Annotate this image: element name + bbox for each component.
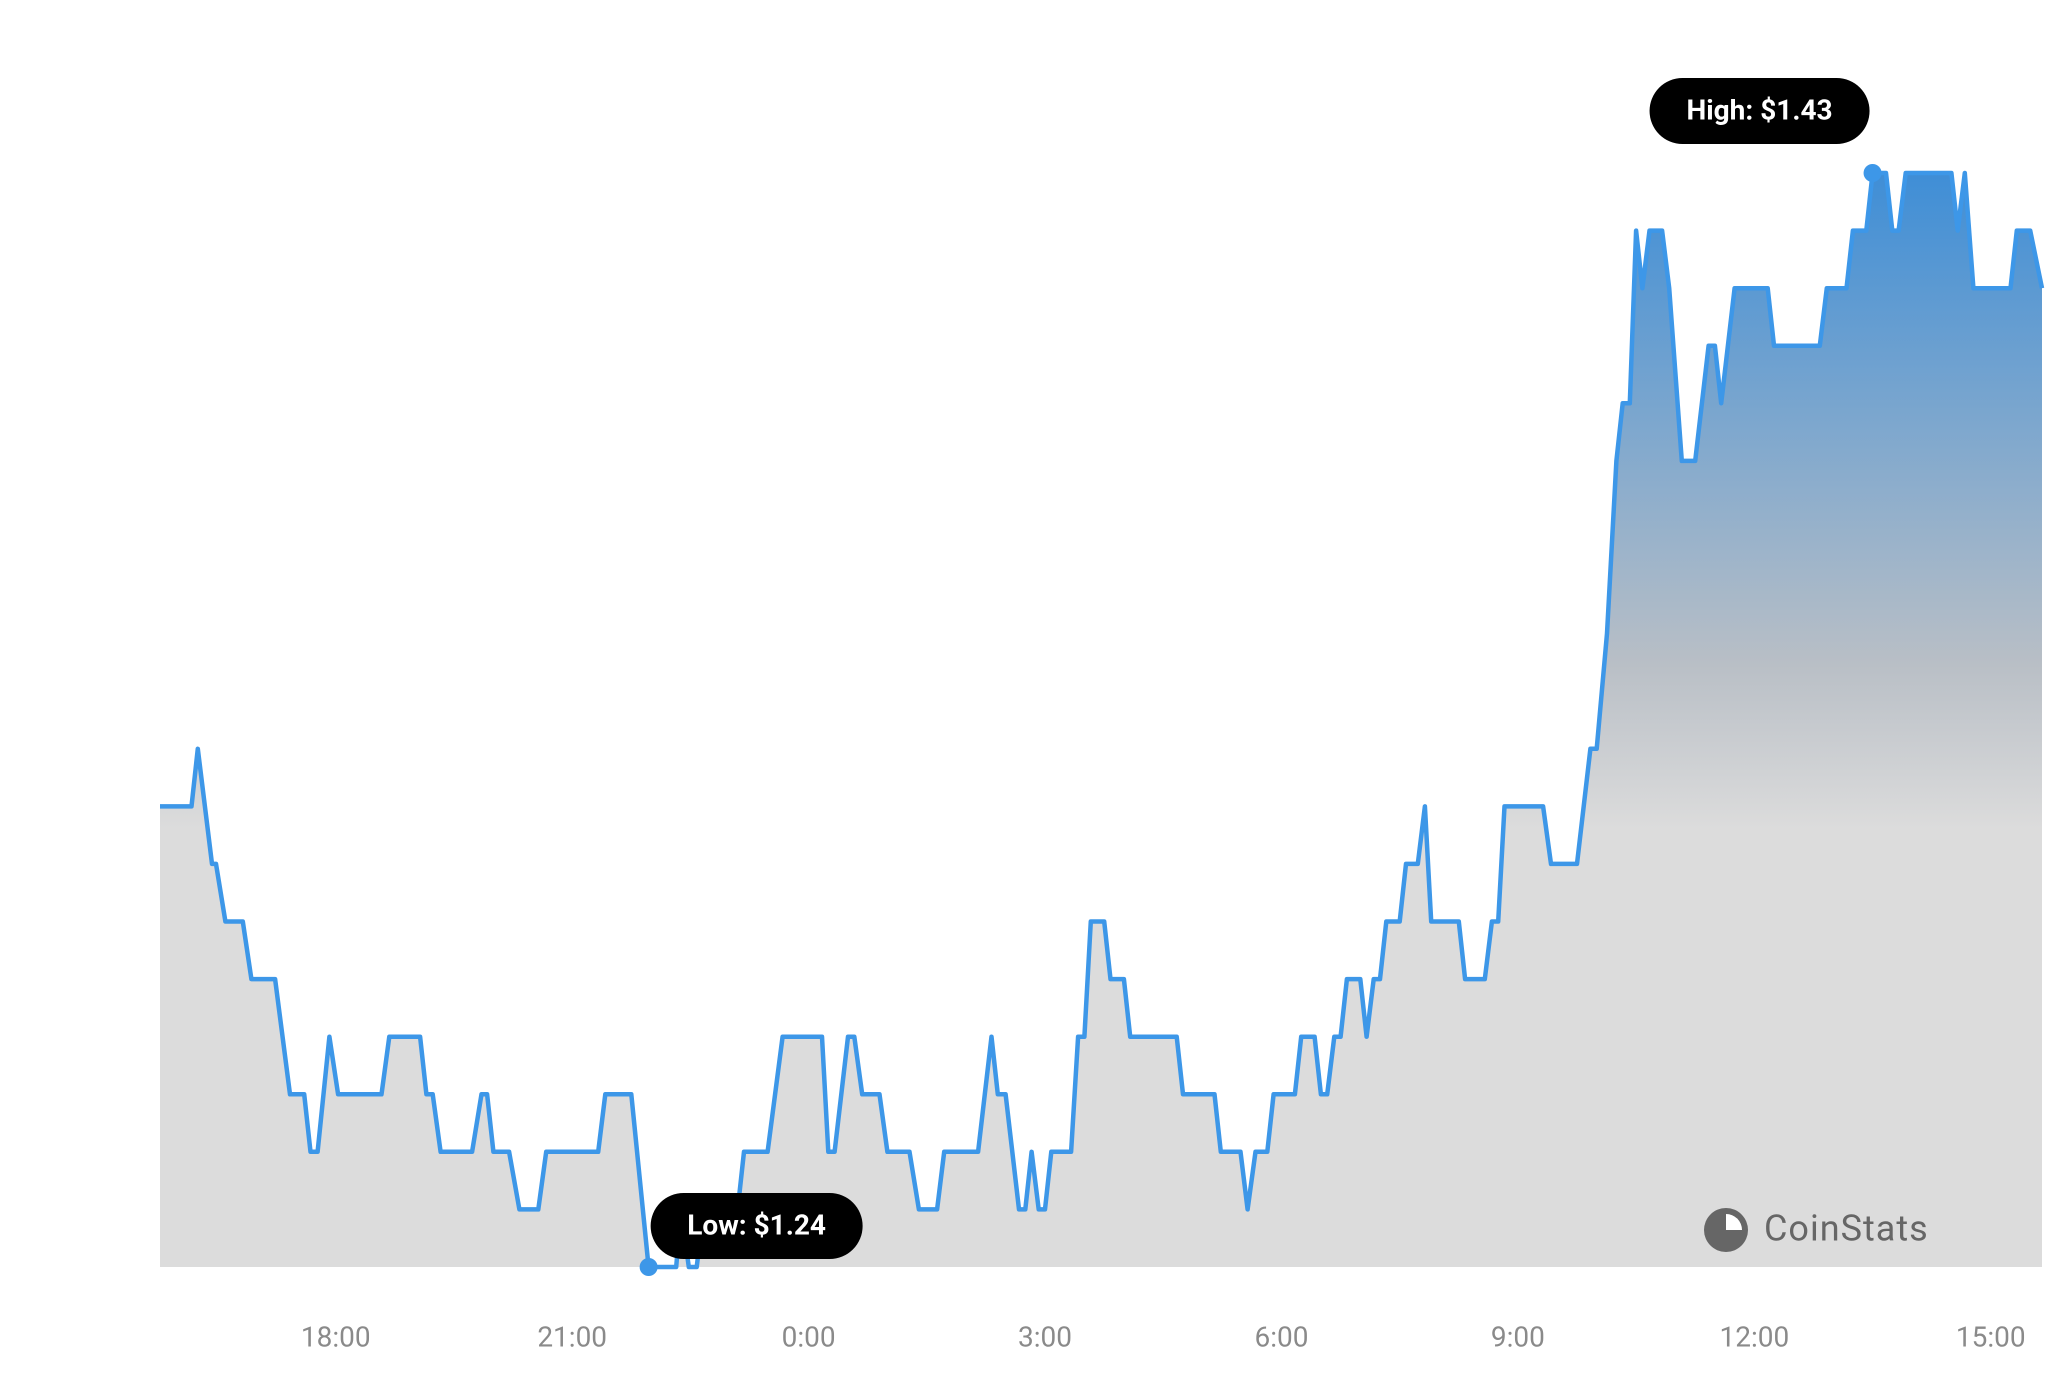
annotation-pill — [1649, 78, 1870, 144]
price-line — [160, 170, 2045, 1270]
extreme-dot — [639, 1258, 658, 1276]
annotation-pill — [650, 1193, 863, 1259]
x-tick-label: 3:00 — [1018, 1320, 1072, 1353]
annotation-text: Low: $1.24 — [687, 1208, 826, 1241]
logo-slice — [1726, 1214, 1742, 1230]
brand-text: CoinStats — [1764, 1208, 1929, 1250]
x-tick-label: 6:00 — [1254, 1320, 1308, 1353]
watermark: CoinStats — [1704, 1208, 1929, 1252]
x-tick-label: 21:00 — [537, 1320, 607, 1353]
annotation-high: High: $1.43 — [1649, 78, 1870, 144]
x-tick-label: 0:00 — [782, 1320, 836, 1353]
x-tick-label: 9:00 — [1491, 1320, 1545, 1353]
annotation-text: High: $1.43 — [1687, 93, 1833, 126]
x-tick-label: 12:00 — [1719, 1320, 1789, 1353]
x-tick-label: 15:00 — [1956, 1320, 2026, 1353]
extreme-dot — [1863, 164, 1882, 182]
area-fill — [160, 173, 2042, 1267]
x-tick-label: 18:00 — [301, 1320, 371, 1353]
annotation-low: Low: $1.24 — [650, 1193, 863, 1259]
